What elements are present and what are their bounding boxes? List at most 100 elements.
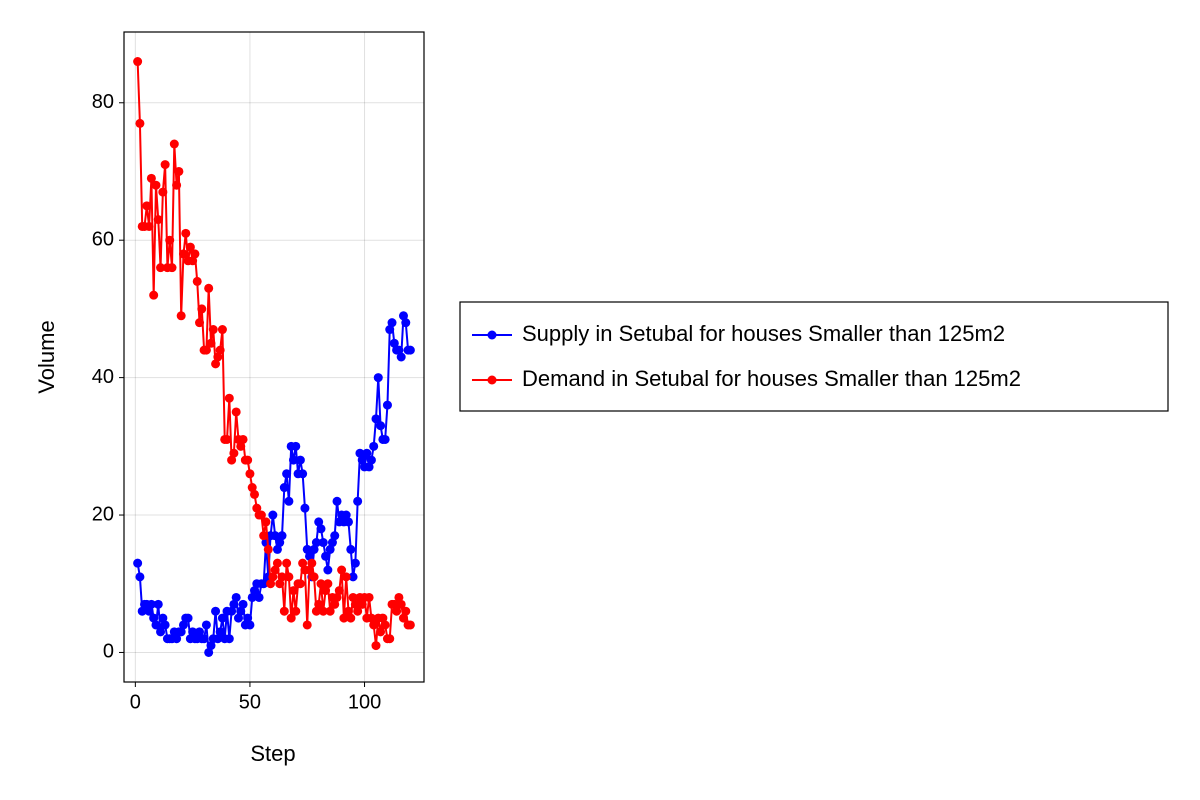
point <box>382 400 392 410</box>
point <box>215 345 225 355</box>
point <box>190 249 200 259</box>
point <box>346 544 356 554</box>
point <box>341 510 351 520</box>
point <box>268 510 278 520</box>
point <box>188 256 198 266</box>
point <box>279 606 289 616</box>
point <box>169 139 179 149</box>
series-line <box>136 61 411 646</box>
point <box>401 606 411 616</box>
point <box>160 620 170 630</box>
point <box>263 544 273 554</box>
point <box>350 558 360 568</box>
point <box>224 634 234 644</box>
point <box>236 441 246 451</box>
point <box>135 572 145 582</box>
point <box>357 455 367 465</box>
point <box>188 627 198 637</box>
plot-frame <box>123 31 425 683</box>
point <box>350 599 360 609</box>
point <box>174 166 184 176</box>
point <box>346 613 356 623</box>
point <box>204 283 214 293</box>
point <box>305 551 315 561</box>
point <box>224 393 234 403</box>
point <box>323 579 333 589</box>
point <box>339 613 349 623</box>
point <box>217 613 227 623</box>
point <box>353 606 363 616</box>
point <box>146 173 156 183</box>
point <box>222 434 232 444</box>
point <box>371 641 381 651</box>
y-tick-label: 80 <box>92 91 114 113</box>
point <box>291 441 301 451</box>
point <box>146 599 156 609</box>
point <box>405 620 415 630</box>
point <box>282 469 292 479</box>
point <box>291 606 301 616</box>
point <box>348 572 358 582</box>
point <box>238 434 248 444</box>
point <box>277 531 287 541</box>
point <box>309 572 319 582</box>
point <box>153 215 163 225</box>
point <box>389 599 399 609</box>
point <box>201 620 211 630</box>
point <box>369 441 379 451</box>
point <box>298 469 308 479</box>
point <box>398 613 408 623</box>
y-tick-label: 0 <box>103 641 114 663</box>
point <box>282 558 292 568</box>
point <box>231 592 241 602</box>
point <box>137 606 147 616</box>
point <box>332 592 342 602</box>
point <box>252 503 262 513</box>
point <box>330 531 340 541</box>
x-tick-label: 50 <box>239 691 261 713</box>
point <box>302 544 312 554</box>
point <box>211 359 221 369</box>
point <box>236 606 246 616</box>
x-axis-label: Step <box>250 741 295 766</box>
point <box>385 634 395 644</box>
point <box>332 496 342 506</box>
point <box>396 599 406 609</box>
point <box>272 544 282 554</box>
point <box>337 565 347 575</box>
point <box>357 599 367 609</box>
point <box>213 634 223 644</box>
point <box>330 599 340 609</box>
point <box>238 599 248 609</box>
point <box>298 558 308 568</box>
point <box>318 538 328 548</box>
point <box>217 325 227 335</box>
point <box>369 620 379 630</box>
point <box>231 407 241 417</box>
point <box>405 345 415 355</box>
point <box>316 524 326 534</box>
point <box>185 242 195 252</box>
point <box>233 613 243 623</box>
point <box>167 263 177 273</box>
point <box>211 606 221 616</box>
point <box>321 586 331 596</box>
legend-marker <box>487 330 497 340</box>
point <box>206 641 216 651</box>
point <box>295 455 305 465</box>
point <box>268 572 278 582</box>
point <box>256 510 266 520</box>
point <box>353 496 363 506</box>
point <box>245 620 255 630</box>
point <box>327 538 337 548</box>
point <box>197 304 207 314</box>
point <box>284 572 294 582</box>
point <box>378 613 388 623</box>
point <box>245 469 255 479</box>
point <box>160 160 170 170</box>
point <box>302 620 312 630</box>
point <box>144 606 154 616</box>
point <box>389 338 399 348</box>
point <box>396 352 406 362</box>
